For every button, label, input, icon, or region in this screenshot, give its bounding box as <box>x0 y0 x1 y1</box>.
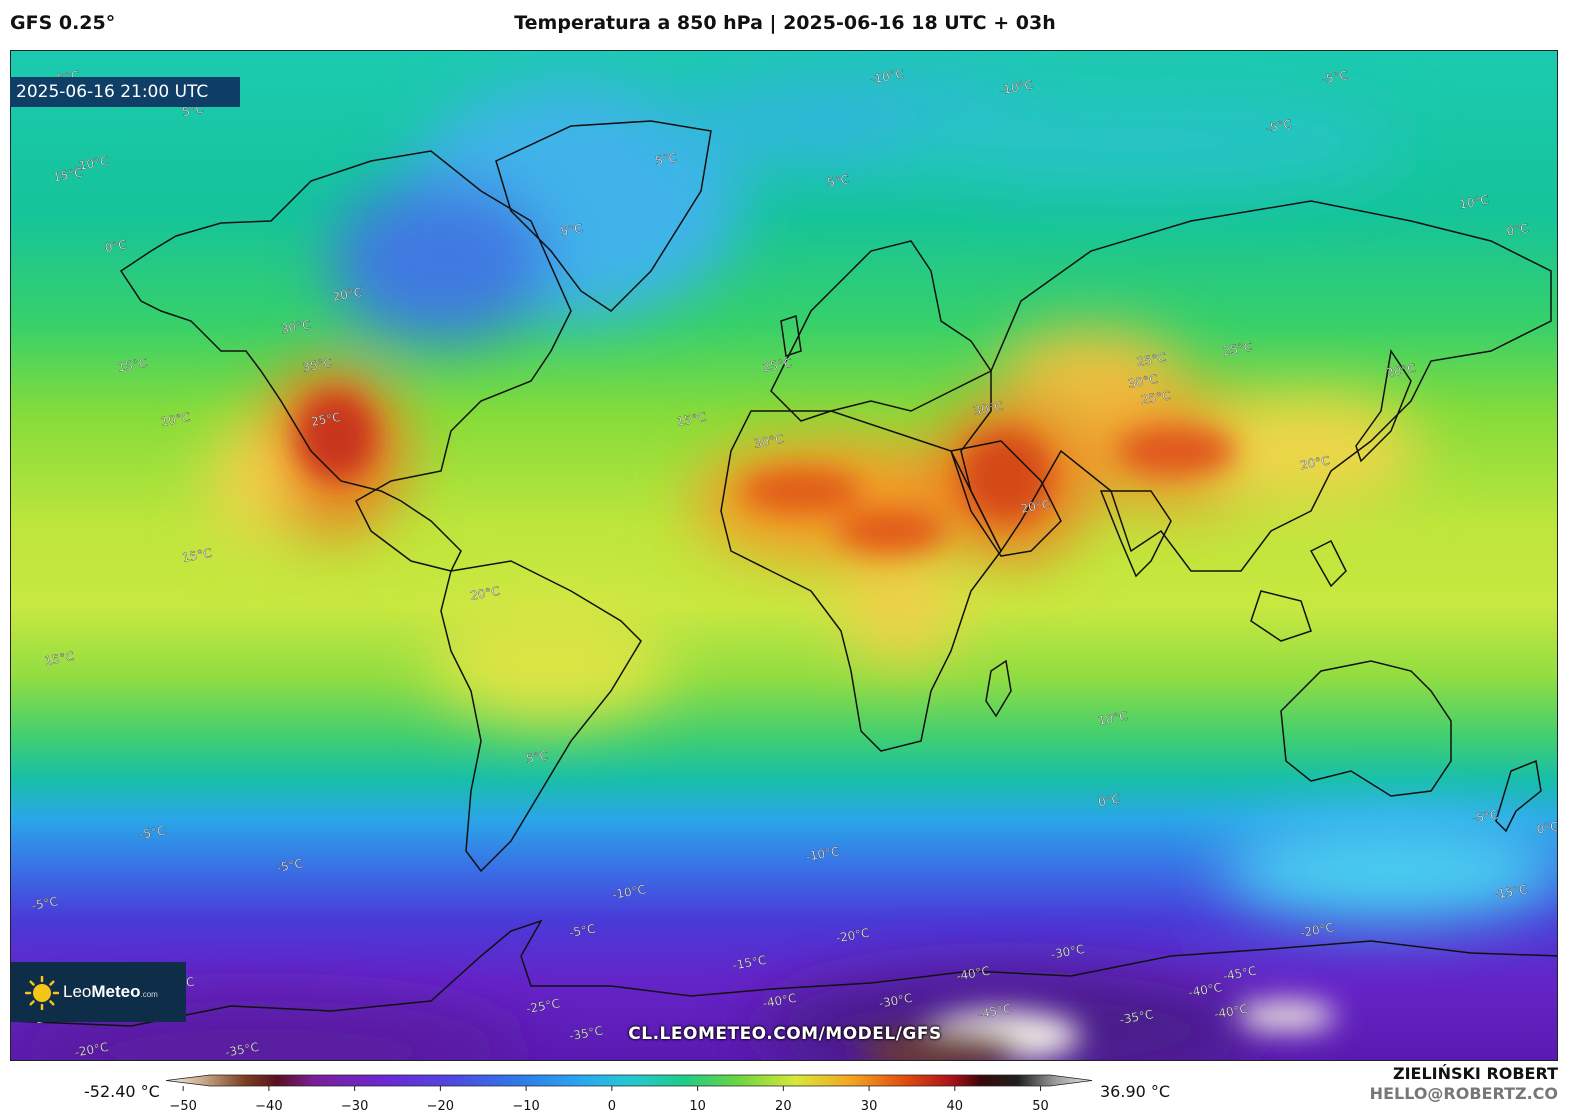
contour-label: -5°C <box>1265 117 1293 135</box>
colorbar-tick-label: 20 <box>775 1099 792 1113</box>
colorbar-min-label: -52.40 °C <box>84 1082 160 1101</box>
contour-label: 20°C <box>1020 497 1052 516</box>
map-title: Temperatura a 850 hPa | 2025-06-16 18 UT… <box>514 12 1056 34</box>
contour-label: 5°C <box>525 748 549 766</box>
contour-label: -5°C <box>276 856 304 874</box>
colorbar-tick-label: 30 <box>861 1099 878 1113</box>
colorbar-tick-label: −20 <box>427 1099 454 1113</box>
sun-icon <box>25 976 59 1010</box>
contour-label: 15°C <box>117 356 149 375</box>
contour-label: 0°C <box>1536 819 1558 837</box>
contour-label: -10°C <box>805 844 841 864</box>
colorbar-max-label: 36.90 °C <box>1100 1082 1171 1101</box>
contour-label: 30°C <box>753 432 785 451</box>
colorbar-tick-label: 0 <box>608 1099 616 1113</box>
colorbar-tick-label: 40 <box>947 1099 964 1113</box>
contour-label: 10°C <box>1458 193 1490 212</box>
logo-text: LeoMeteo.com <box>63 982 158 1001</box>
contour-label: 5°C <box>826 172 850 190</box>
contour-label: 20°C <box>1299 454 1331 473</box>
contour-label: -10°C <box>74 154 110 174</box>
contour-label: -10°C <box>869 67 905 87</box>
colorbar-tick-label: −40 <box>255 1099 282 1113</box>
colorbar-tick-label: −30 <box>341 1099 368 1113</box>
contour-label: 5°C <box>559 221 583 239</box>
contour-label: 25°C <box>310 410 342 429</box>
contour-label: 30°C <box>972 399 1004 418</box>
contour-label: -35°C <box>568 1024 604 1044</box>
colorbar-tick-label: −50 <box>169 1099 196 1113</box>
author-email: HELLO@ROBERTZ.CO <box>1369 1084 1558 1103</box>
contour-label: 25°C <box>1136 350 1168 369</box>
temperature-map[interactable]: -5°C0°C5°C-10°C15°C0°C5°C5°C-10°C-10°C5°… <box>10 50 1558 1061</box>
contour-label: -40°C <box>955 964 991 984</box>
contour-label: 30°C <box>280 318 312 337</box>
contour-label: 15°C <box>676 410 708 429</box>
contour-label: -30°C <box>1050 942 1086 962</box>
contour-label: 15°C <box>52 166 84 185</box>
contour-label: 15°C <box>43 649 75 668</box>
source-url: CL.LEOMETEO.COM/MODEL/GFS <box>628 1024 942 1044</box>
contour-label: -25°C <box>525 996 561 1016</box>
contour-label: 0°C <box>104 237 128 255</box>
colorbar-tick-label: −10 <box>512 1099 539 1113</box>
map-canvas: -5°C0°C5°C-10°C15°C0°C5°C5°C-10°C-10°C5°… <box>11 51 1558 1060</box>
contour-label: 10°C <box>1097 709 1129 728</box>
contour-label: -20°C <box>1299 920 1335 940</box>
contour-label: -15°C <box>1493 882 1529 902</box>
contour-label: -5°C <box>31 894 59 912</box>
colorbar-tick-label: 50 <box>1032 1099 1049 1113</box>
contour-label: 5°C <box>654 150 678 168</box>
model-label: GFS 0.25° <box>10 12 116 34</box>
contour-label: -40°C <box>1213 1002 1249 1022</box>
colorbar-tick-label: 10 <box>689 1099 706 1113</box>
contour-label: -30°C <box>878 991 914 1011</box>
contour-label: 20°C <box>1385 361 1417 380</box>
colorbar: −50 −40 −30 −20 −10 0 10 20 30 40 50 <box>165 1074 1093 1113</box>
contour-label: -40°C <box>762 991 798 1011</box>
contour-label: 20°C <box>469 584 501 603</box>
author-credit: ZIELIŃSKI ROBERT HELLO@ROBERTZ.CO <box>1370 1064 1558 1104</box>
contour-label: 25°C <box>762 356 794 375</box>
contour-label: -35°C <box>224 1040 260 1060</box>
author-name: ZIELIŃSKI ROBERT <box>1392 1064 1558 1083</box>
contour-label: -15°C <box>731 953 767 973</box>
valid-time-badge: 2025-06-16 21:00 UTC <box>10 77 240 107</box>
contour-label: 15°C <box>181 546 213 565</box>
contour-label: -20°C <box>835 926 871 946</box>
contour-label: 20°C <box>332 285 364 304</box>
contour-label: -5°C <box>568 922 596 940</box>
coastlines <box>11 120 1557 1027</box>
contour-label: -35°C <box>1118 1007 1154 1027</box>
contour-label: -40°C <box>1187 980 1223 1000</box>
contour-label: -5°C <box>1321 68 1349 86</box>
contour-label: -45°C <box>1222 964 1258 984</box>
contour-label: -45°C <box>977 1002 1013 1022</box>
contour-label: -20°C <box>74 1040 110 1060</box>
contour-label: 25°C <box>1140 388 1172 407</box>
contour-label: 30°C <box>1127 372 1159 391</box>
contour-label: -10°C <box>611 882 647 902</box>
contour-label: 0°C <box>1505 221 1529 239</box>
contour-label: 0°C <box>1097 792 1121 810</box>
leometeo-logo: LeoMeteo.com <box>11 962 186 1022</box>
contour-label: -5°C <box>1471 807 1499 825</box>
contour-label: 10°C <box>160 410 192 429</box>
contour-label: -5°C <box>138 824 166 842</box>
contour-label: 25°C <box>1222 339 1254 358</box>
contour-label: -10°C <box>998 78 1034 98</box>
contour-label: 35°C <box>301 356 333 375</box>
